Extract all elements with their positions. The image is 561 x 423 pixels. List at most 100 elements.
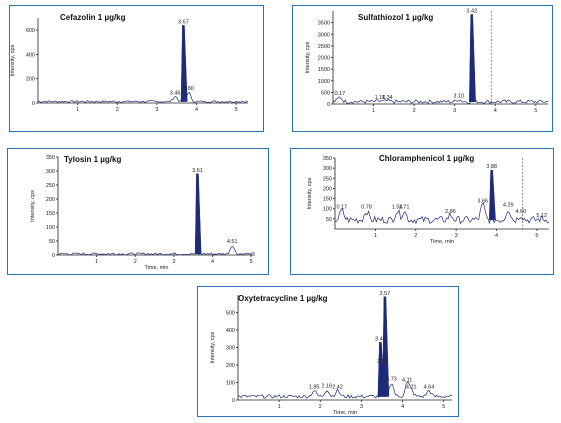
chart-panel-chloramphenicol	[290, 148, 554, 275]
y-tick-label: 0	[32, 101, 35, 107]
peak-label: 2.16	[322, 384, 333, 390]
peak-mark	[379, 364, 387, 397]
y-tick-label: 500	[226, 311, 235, 317]
x-tick-label: 2	[319, 404, 322, 410]
x-tick-label: 5	[250, 259, 253, 265]
baseline-trace	[332, 96, 549, 105]
y-tick-label: 0	[327, 102, 330, 108]
y-tick-label: 250	[323, 176, 332, 182]
y-axis-label: Intensity, cps	[305, 41, 311, 73]
y-axis-label: Intensity, cps	[210, 331, 216, 363]
y-tick-label: 150	[323, 197, 332, 203]
peak-label: 1.54	[392, 205, 403, 211]
chart-title: Chloramphenicol 1 µg/kg	[379, 154, 474, 163]
peak-label: 3.51	[377, 359, 388, 365]
peak-label: 0.17	[335, 91, 346, 97]
peak-label: 4.11	[402, 377, 412, 383]
peak-label: 3.57	[380, 291, 391, 297]
x-tick-label: 1	[76, 107, 79, 113]
x-tick-label: 1	[374, 233, 377, 239]
peak-label: 4.29	[503, 203, 514, 209]
x-tick-label: 2	[134, 259, 137, 265]
x-tick-label: 1	[278, 404, 281, 410]
y-tick-label: 500	[321, 90, 330, 96]
peak-label: 3.10	[453, 93, 464, 99]
peak-label: 3.88	[486, 164, 497, 170]
peak-mark	[488, 169, 496, 221]
peak-label: 1.85	[309, 384, 320, 390]
x-tick-label: 2	[413, 108, 416, 114]
y-tick-label: 300	[323, 166, 332, 172]
peak-label: 1.71	[399, 205, 410, 211]
x-tick-label: 1	[95, 259, 98, 265]
peak-label: 1.34	[382, 95, 393, 101]
x-axis-label: Time, min	[145, 265, 169, 271]
y-tick-label: 200	[323, 186, 332, 192]
x-tick-label: 2	[116, 107, 119, 113]
chart-title: Sulfathiozol 1 µg/kg	[358, 13, 433, 22]
peak-label: 2.86	[445, 209, 456, 215]
peak-label: 2.42	[332, 384, 343, 390]
x-tick-label: 3	[360, 404, 363, 410]
peak-label: 3.67	[178, 19, 189, 25]
y-tick-label: 250	[46, 183, 55, 189]
x-tick-label: 2	[414, 233, 417, 239]
chart-panel-oxytetracycline	[197, 286, 459, 417]
y-tick-label: 400	[26, 52, 35, 58]
x-tick-label: 5	[442, 404, 445, 410]
y-tick-label: 350	[46, 155, 55, 161]
y-axis-label: Intensity, cps	[10, 44, 16, 76]
y-axis-label: Intensity, cps	[307, 177, 313, 209]
chart-title: Oxytetracycline 1 µg/kg	[238, 294, 328, 303]
peak-label: 5.12	[536, 213, 547, 219]
y-tick-label: 350	[323, 156, 332, 162]
baseline-trace	[334, 201, 550, 225]
y-tick-label: 0	[232, 398, 235, 404]
y-tick-label: 200	[226, 363, 235, 369]
x-tick-label: 4	[211, 259, 214, 265]
y-tick-label: 1000	[318, 79, 330, 85]
peak-label: 3.73	[386, 377, 397, 383]
x-axis-label: Time, min	[333, 410, 357, 416]
peak-label: 1.16	[375, 95, 386, 101]
y-tick-label: 50	[326, 217, 332, 223]
baseline-trace	[57, 245, 256, 256]
y-tick-label: 2500	[318, 44, 330, 50]
y-tick-label: 300	[226, 346, 235, 352]
peak-label: 3.46	[375, 336, 386, 342]
x-tick-label: 5	[534, 108, 537, 114]
x-tick-label: 4	[401, 404, 404, 410]
x-tick-label: 4	[494, 108, 497, 114]
y-tick-label: 150	[46, 211, 55, 217]
y-tick-label: 3000	[318, 32, 330, 38]
y-tick-label: 300	[46, 169, 55, 175]
peak-mark	[469, 14, 476, 102]
x-tick-label: 5	[535, 233, 538, 239]
x-tick-label: 1	[372, 108, 375, 114]
x-axis-label: Time, min	[430, 239, 454, 245]
peak-label: 4.21	[406, 384, 417, 390]
peak-label: 3.66	[477, 199, 488, 205]
peak-mark	[194, 173, 202, 255]
peak-label: 0.17	[337, 205, 348, 211]
peak-label: 3.80	[183, 86, 194, 92]
baseline-trace	[238, 381, 453, 399]
y-axis-label: Intensity, cps	[30, 190, 36, 222]
y-tick-label: 1500	[318, 67, 330, 73]
x-tick-label: 3	[455, 233, 458, 239]
x-tick-label: 4	[495, 233, 498, 239]
y-tick-label: 200	[26, 77, 35, 83]
x-tick-label: 3	[453, 108, 456, 114]
peak-label: 3.42	[466, 8, 477, 14]
peak-label: 4.60	[515, 209, 526, 215]
x-tick-label: 5	[235, 107, 238, 113]
y-tick-label: 400	[226, 328, 235, 334]
peak-label: 3.46	[170, 90, 181, 96]
peak-label: 4.64	[424, 384, 435, 390]
chart-title: Cefazolin 1 µg/kg	[60, 13, 126, 22]
y-tick-label: 100	[323, 207, 332, 213]
y-tick-label: 3500	[318, 21, 330, 27]
chart-panel-cefazolin	[9, 5, 264, 132]
x-tick-label: 3	[155, 107, 158, 113]
